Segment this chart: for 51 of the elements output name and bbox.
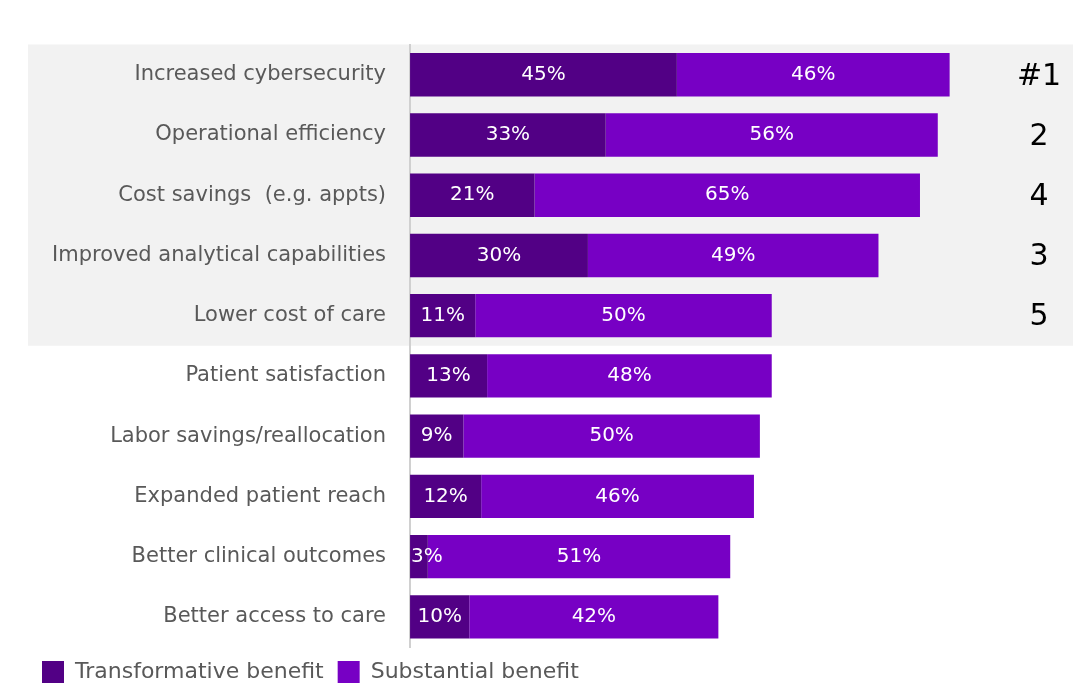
bar — [587, 233, 879, 278]
y-tick-label: Better clinical outcomes — [131, 543, 387, 568]
legend-label: Substantial benefit — [370, 657, 580, 683]
text: 4 — [1029, 177, 1049, 212]
bar — [469, 595, 719, 639]
bar — [410, 113, 606, 157]
bar — [676, 53, 950, 97]
data-label: 50% — [601, 301, 646, 326]
data-label: 11% — [420, 301, 465, 326]
data-label: 13% — [426, 362, 471, 387]
data-label: 33% — [485, 121, 531, 146]
bar — [534, 173, 920, 217]
data-label: 42% — [571, 603, 617, 628]
y-tick-label: Operational efficiency — [155, 121, 387, 146]
data-label: 51% — [556, 542, 602, 567]
data-label: 45% — [521, 60, 566, 85]
legend-label: Transformative benefit — [74, 657, 325, 683]
data-label: 50% — [589, 422, 634, 447]
bar — [481, 474, 754, 519]
bar — [410, 354, 488, 398]
y-tick-label: Cost savings (e.g. appts) — [118, 181, 387, 206]
y-tick-label: Expanded patient reach — [134, 482, 387, 507]
bar — [487, 354, 772, 398]
data-label: 9% — [420, 422, 453, 447]
y-tick-label: Patient satisfaction — [185, 362, 387, 387]
data-label: 30% — [476, 241, 522, 266]
data-label: 10% — [417, 603, 462, 628]
text: 3 — [1029, 237, 1049, 273]
bar — [410, 233, 588, 278]
text: 2 — [1029, 116, 1049, 152]
bar — [463, 414, 760, 458]
y-tick-label: Improved analytical capabilities — [52, 241, 387, 266]
data-label: 56% — [749, 121, 794, 146]
bar — [475, 293, 772, 338]
text: 5 — [1029, 297, 1049, 333]
data-label: 65% — [705, 181, 750, 206]
bar — [410, 53, 677, 97]
y-tick-label: Lower cost of care — [193, 302, 387, 327]
data-label: 46% — [791, 60, 836, 85]
data-label: 21% — [450, 181, 495, 206]
y-tick-label: Labor savings/reallocation — [110, 422, 387, 447]
y-tick-label: Better access to care — [163, 603, 387, 628]
data-label: 49% — [710, 241, 756, 266]
data-label: 12% — [423, 482, 468, 507]
bar — [410, 173, 535, 217]
bar — [605, 113, 938, 157]
text: #1 — [1016, 56, 1062, 92]
data-label: 46% — [595, 482, 640, 507]
data-label: 48% — [607, 362, 652, 387]
y-tick-label: Increased cybersecurity — [134, 61, 387, 86]
data-label: 3% — [411, 542, 443, 567]
